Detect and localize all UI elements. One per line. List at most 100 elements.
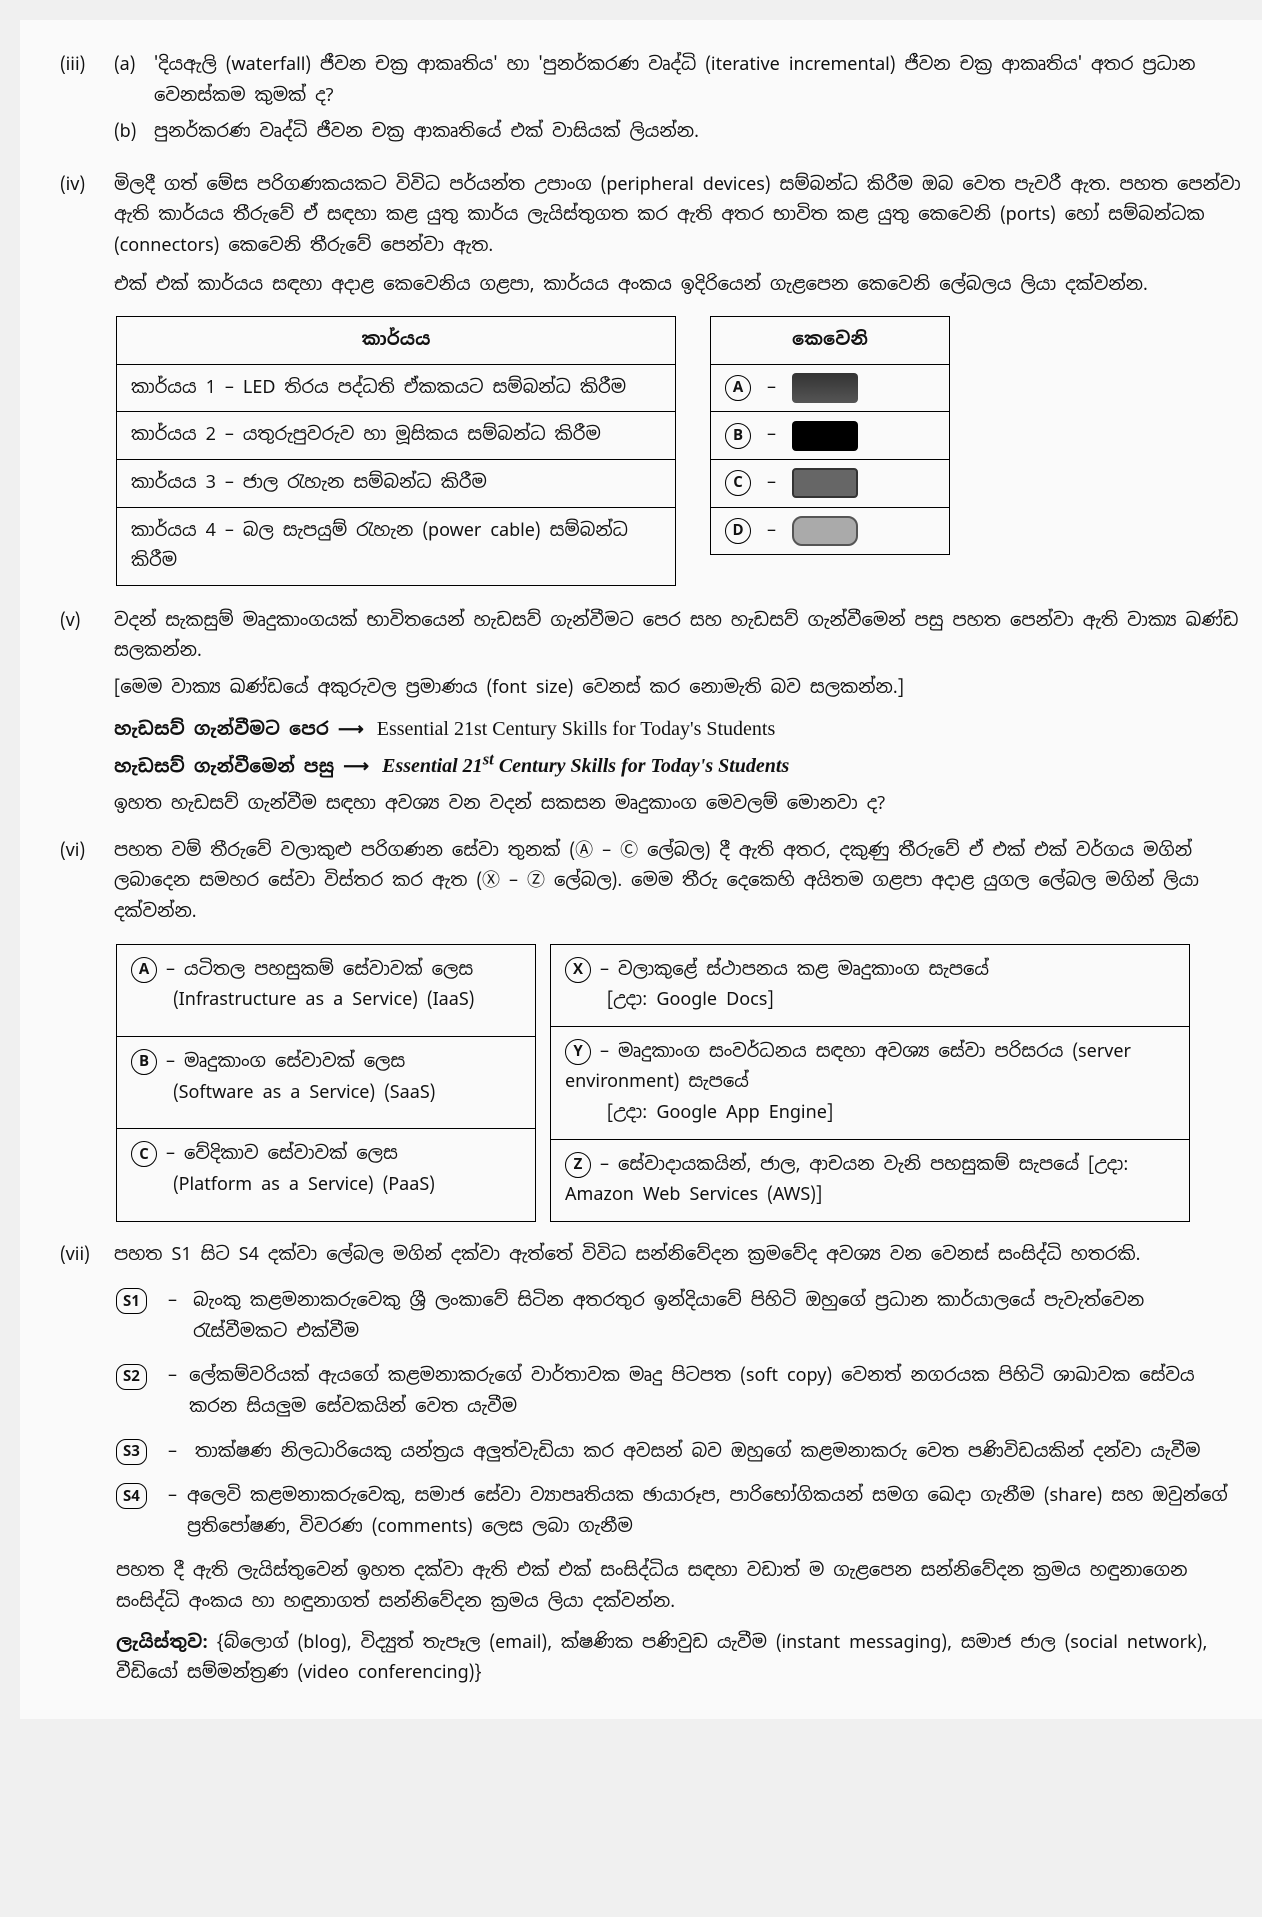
q-body: මිලදී ගත් මේස පරිගණකයකට විවිධ පර්යන්ත උප…	[114, 170, 1242, 300]
port-header: කෙවෙනි	[711, 317, 950, 365]
sub-b: (b) පුනර්කරණ වෘද්ධි ජීවන චක්‍ර ආකෘතියේ එ…	[114, 117, 1242, 148]
task-row: කාර්යය 3 – ජාල රැහැන සම්බන්ධ කිරීම	[117, 459, 676, 507]
sub-text: 'දියඇලි (waterfall) ජීවන චක්‍ර ආකෘතිය' හ…	[154, 50, 1242, 111]
task-row: කාර්යය 4 – බල සැපයුම් රැහැන (power cable…	[117, 507, 676, 585]
svc-si: වේදිකාව සේවාවක් ලෙස	[184, 1142, 398, 1165]
scenario-text: තාක්ෂණ නිලධාරියෙකු යන්ත්‍රය අලුත්වැඩියා …	[195, 1437, 1200, 1468]
note-text: [මෙම වාක්‍ය ඛණ්ඩයේ අකුරුවල ප්‍රමාණය (fon…	[114, 673, 1242, 704]
scenario-text: බැංකු කළමනාකරුවෙකු ශ්‍රී ලංකාවේ සිටින අත…	[193, 1286, 1242, 1347]
exam-page: (iii) (a) 'දියඇලි (waterfall) ජීවන චක්‍ර…	[20, 20, 1262, 1719]
scenario-item: S2 – ලේකම්වරියක් ඇයගේ කළමනාකරුගේ වාර්තාව…	[116, 1361, 1242, 1422]
q-body: පහත S1 සිට S4 දක්වා ලේබල මගින් දක්වා ඇත්…	[114, 1240, 1242, 1271]
hdmi-port-icon	[792, 373, 858, 403]
svc-cell: B – මෘදුකාංග සේවාවක් ලෙස (Software as a …	[117, 1036, 536, 1128]
usb-port-icon	[792, 421, 858, 451]
svc-cell: A – යටිතල පහසුකම් සේවාවක් ලෙස (Infrastru…	[117, 944, 536, 1036]
question-iv: (iv) මිලදී ගත් මේස පරිගණකයකට විවිධ පර්යන…	[60, 170, 1242, 300]
task-row: කාර්යය 2 – යතුරුපුවරුව හා මූසිකය සම්බන්ධ…	[117, 412, 676, 460]
svc-en: (Platform as a Service) (PaaS)	[173, 1173, 435, 1196]
scenario-item: S3 – තාක්ෂණ නිලධාරියෙකු යන්ත්‍රය අලුත්වැ…	[116, 1437, 1242, 1468]
scenario-label: S1	[116, 1286, 168, 1347]
task-header: කාර්යය	[117, 317, 676, 365]
svc-si: සේවාදායකයින්, ජාල, ආචයන වැනි පහසුකම් සැප…	[618, 1153, 1079, 1176]
svc-si: මෘදුකාංග සංවර්ධනය සඳහා අවශ්‍ය සේවා පරිසර…	[565, 1040, 1131, 1094]
svc-cell: Y – මෘදුකාංග සංවර්ධනය සඳහා අවශ්‍ය සේවා ප…	[551, 1026, 1190, 1139]
question-vii: (vii) පහත S1 සිට S4 දක්වා ලේබල මගින් දක්…	[60, 1240, 1242, 1271]
after-row: හැඩසව් ගැන්වීමෙන් පසු Essential 21st Cen…	[114, 746, 1242, 784]
list-text: {බ්ලොග් (blog), විද්‍යුත් තැපෑල (email),…	[116, 1631, 1207, 1685]
outro-text: ඉහත හැඩසව් ගැන්වීම සඳහා අවශ්‍ය වන වදන් ස…	[114, 789, 1242, 820]
s-lbl-box: S1	[116, 1288, 147, 1314]
question-vi: (vi) පහත වම් තීරුවේ වලාකුළු පරිගණන සේවා …	[60, 836, 1242, 928]
services-right: X – වලාකුළේ ස්ථාපනය කළ මෘදුකාංග සැපයේ [උ…	[550, 944, 1190, 1222]
scenario-dash: –	[168, 1481, 187, 1542]
scenario-item: S1 – බැංකු කළමනාකරුවෙකු ශ්‍රී ලංකාවේ සිට…	[116, 1286, 1242, 1347]
q-number: (iii)	[60, 50, 114, 154]
outro-text: පහත දී ඇති ලැයිස්තුවෙන් ඉහත දක්වා ඇති එක…	[116, 1556, 1242, 1617]
arrow-icon	[343, 755, 382, 778]
task-table: කාර්යය කාර්යය 1 – LED තිරය පද්ධති ඒකකයට …	[116, 316, 676, 586]
q-number: (vi)	[60, 836, 114, 928]
port-row: D–	[711, 507, 950, 555]
svc-label: X	[565, 957, 591, 983]
svc-label: B	[131, 1049, 157, 1075]
tables-container: කාර්යය කාර්යය 1 – LED තිරය පද්ධති ඒකකයට …	[116, 316, 1242, 586]
after-text: Essential 21st Century Skills for Today'…	[382, 755, 789, 777]
s-lbl-box: S4	[116, 1483, 147, 1509]
intro-text: මිලදී ගත් මේස පරිගණකයකට විවිධ පර්යන්ත උප…	[114, 170, 1242, 262]
q-body: (a) 'දියඇලි (waterfall) ජීවන චක්‍ර ආකෘති…	[114, 50, 1242, 154]
before-row: හැඩසව් ගැන්වීමට පෙර Essential 21st Centu…	[114, 712, 1242, 746]
s-lbl-box: S3	[116, 1439, 147, 1465]
port-row: A–	[711, 364, 950, 412]
port-table: කෙවෙනි A– B– C– D–	[710, 316, 950, 555]
services-tables: A – යටිතල පහසුකම් සේවාවක් ලෙස (Infrastru…	[116, 944, 1242, 1222]
svc-label: A	[131, 957, 157, 983]
sub-label: (a)	[114, 50, 154, 111]
scenario-label: S4	[116, 1481, 168, 1542]
scenario-dash: –	[168, 1361, 189, 1422]
q-number: (v)	[60, 606, 114, 820]
scenario-text: ලේකම්වරියක් ඇයගේ කළමනාකරුගේ වාර්තාවක මෘද…	[189, 1361, 1242, 1422]
svc-label: C	[131, 1141, 157, 1167]
before-text: Essential 21st Century Skills for Today'…	[377, 718, 776, 740]
question-v: (v) වදන් සැකසුම් මෘදුකාංගයක් භාවිතයෙන් හ…	[60, 606, 1242, 820]
scenario-dash: –	[168, 1437, 195, 1468]
arrow-icon	[338, 718, 377, 741]
sub-label: (b)	[114, 117, 154, 148]
scenario-label: S2	[116, 1361, 168, 1422]
port-label: D	[725, 518, 751, 544]
svc-label: Z	[565, 1152, 591, 1178]
scenario-text: අලෙවි කළමනාකරුවෙකු, සමාජ සේවා ව්‍යාපෘතිය…	[187, 1481, 1242, 1542]
task-row: කාර්යය 1 – LED තිරය පද්ධති ඒකකයට සම්බන්ධ…	[117, 364, 676, 412]
q-number: (vii)	[60, 1240, 114, 1271]
svc-ex: [උදා: Google Docs]	[607, 988, 774, 1011]
after-prefix: Essential 21	[382, 755, 483, 777]
s-lbl-box: S2	[116, 1364, 147, 1390]
sub-text: පුනර්කරණ වෘද්ධි ජීවන චක්‍ර ආකෘතියේ එක් ව…	[154, 117, 1242, 148]
port-label: B	[725, 423, 751, 449]
svc-cell: Z – සේවාදායකයින්, ජාල, ආචයන වැනි පහසුකම්…	[551, 1139, 1190, 1221]
after-suffix: Century Skills for Today's Students	[494, 755, 789, 777]
scenario-label: S3	[116, 1437, 168, 1468]
list-row: ලැයිස්තුව: {බ්ලොග් (blog), විද්‍යුත් තැප…	[116, 1628, 1242, 1689]
sub-a: (a) 'දියඇලි (waterfall) ජීවන චක්‍ර ආකෘති…	[114, 50, 1242, 111]
svc-cell: X – වලාකුළේ ස්ථාපනය කළ මෘදුකාංග සැපයේ [උ…	[551, 944, 1190, 1026]
svc-cell: C – වේදිකාව සේවාවක් ලෙස (Platform as a S…	[117, 1129, 536, 1221]
svc-label: Y	[565, 1039, 591, 1065]
list-label: ලැයිස්තුව:	[116, 1631, 208, 1654]
before-label: හැඩසව් ගැන්වීමට පෙර	[114, 718, 329, 741]
intro-text-2: එක් එක් කාර්යය සඳහා අදාළ කෙවෙනිය ගළපා, ක…	[114, 270, 1242, 301]
intro-text: වදන් සැකසුම් මෘදුකාංගයක් භාවිතයෙන් හැඩසව…	[114, 606, 1242, 667]
port-row: B–	[711, 412, 950, 460]
question-iii: (iii) (a) 'දියඇලි (waterfall) ජීවන චක්‍ර…	[60, 50, 1242, 154]
q-number: (iv)	[60, 170, 114, 300]
port-label: A	[725, 375, 751, 401]
svc-ex: [උදා: Google App Engine]	[607, 1101, 833, 1124]
port-row: C–	[711, 459, 950, 507]
scenario-dash: –	[168, 1286, 193, 1347]
after-label: හැඩසව් ගැන්වීමෙන් පසු	[114, 755, 334, 778]
services-left: A – යටිතල පහසුකම් සේවාවක් ලෙස (Infrastru…	[116, 944, 536, 1222]
rj45-port-icon	[792, 468, 858, 498]
after-super: st	[483, 750, 494, 769]
svc-si: යටිතල පහසුකම් සේවාවක් ලෙස	[184, 958, 473, 981]
